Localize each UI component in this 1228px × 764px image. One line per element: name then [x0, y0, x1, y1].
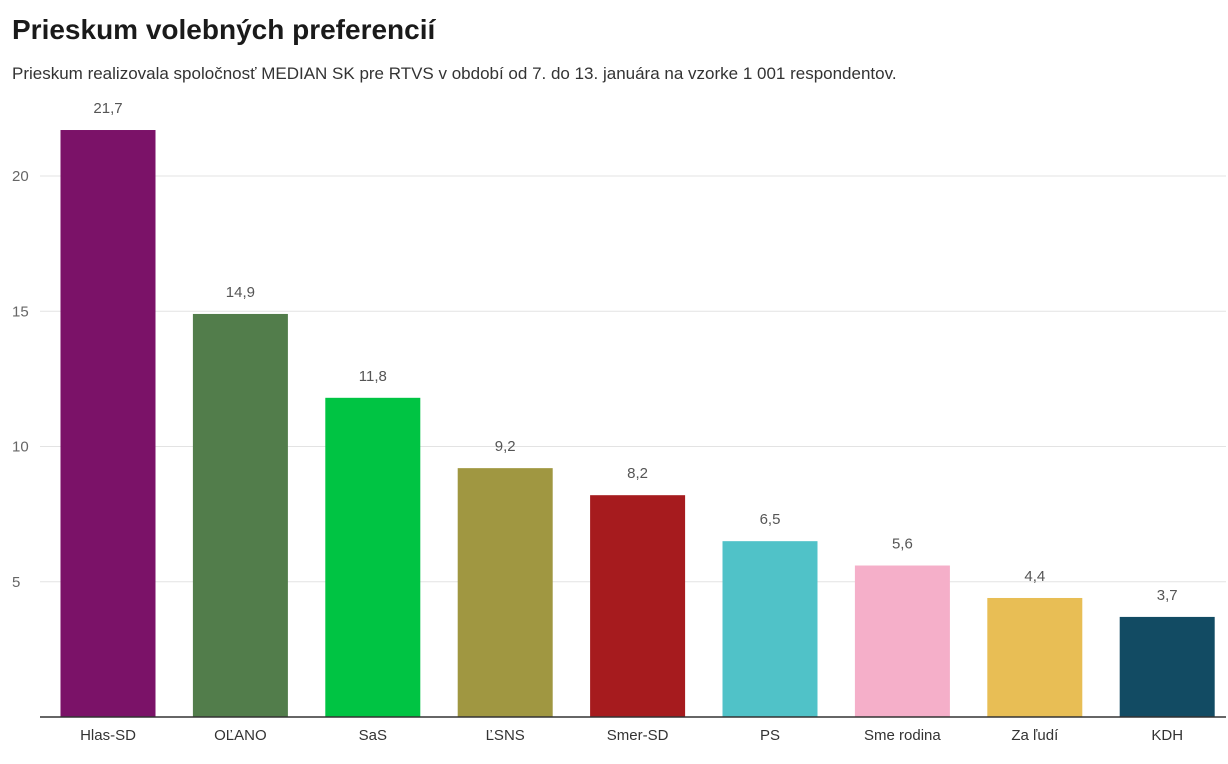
category-label: SaS — [359, 727, 387, 744]
category-label: Sme rodina — [864, 727, 941, 744]
y-tick-label: 15 — [12, 303, 29, 320]
y-axis-ticks: 5 10 15 20 — [12, 168, 29, 591]
bar-value-label: 14,9 — [226, 284, 255, 301]
bar-chart: 5 10 15 20 21,7 14,9 11,8 9,2 8,2 6,5 5,6 4,4 3,7 H… — [0, 0, 1228, 764]
bar-value-label: 6,5 — [760, 511, 781, 528]
bar-value-label: 8,2 — [627, 465, 648, 482]
bar-sas — [325, 398, 420, 717]
bars — [61, 130, 1215, 717]
y-tick-label: 5 — [12, 574, 20, 591]
bar-smer-sd — [590, 495, 685, 717]
y-tick-label: 10 — [12, 439, 29, 456]
bar-o-ano — [193, 314, 288, 717]
category-label: Smer-SD — [607, 727, 669, 744]
bar-kdh — [1120, 617, 1215, 717]
bar-value-label: 4,4 — [1024, 568, 1045, 585]
category-labels: Hlas-SD OĽANO SaS ĽSNS Smer-SD PS Sme rodina Za… — [80, 727, 1183, 744]
bar-ps — [723, 541, 818, 717]
bar-sme-rodina — [855, 566, 950, 717]
bar-value-label: 9,2 — [495, 438, 516, 455]
bar--sns — [458, 468, 553, 717]
category-label: PS — [760, 727, 780, 744]
bar-value-label: 5,6 — [892, 536, 913, 553]
category-label: Hlas-SD — [80, 727, 136, 744]
bar-value-label: 21,7 — [93, 100, 122, 117]
y-tick-label: 20 — [12, 168, 29, 185]
bar-hlas-sd — [61, 130, 156, 717]
category-label: KDH — [1151, 727, 1183, 744]
category-label: Za ľudí — [1011, 727, 1059, 744]
bar-value-label: 3,7 — [1157, 587, 1178, 604]
category-label: ĽSNS — [486, 727, 525, 744]
bar-za-ud- — [987, 598, 1082, 717]
category-label: OĽANO — [214, 727, 267, 744]
bar-value-label: 11,8 — [359, 368, 387, 385]
